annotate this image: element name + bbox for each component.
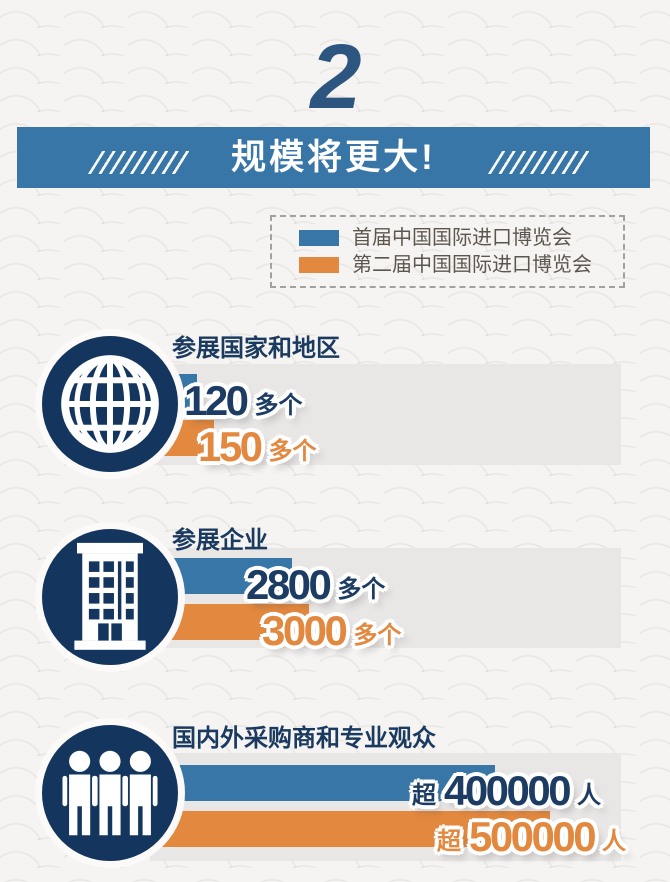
step-number: 2: [310, 26, 361, 128]
legend-swatch-orange: [299, 257, 339, 273]
section-title: 参展国家和地区: [172, 335, 340, 362]
value-prefix: 超: [412, 781, 436, 809]
value-number: 3000: [262, 607, 348, 654]
section-title: 参展企业: [172, 527, 268, 554]
value-unit: 多个: [337, 575, 386, 603]
hatch-stripes-icon: [87, 151, 195, 174]
globe-icon: [35, 329, 185, 479]
legend-label: 首届中国国际进口博览会: [352, 227, 572, 249]
value-label-second-expo: 150 多个: [198, 423, 317, 470]
legend-label: 第二届中国国际进口博览会: [352, 254, 592, 276]
bar-first-expo: [150, 765, 495, 801]
bar-second-expo: [128, 811, 550, 847]
value-unit: 人: [577, 781, 602, 809]
value-label-second-expo: 3000 多个: [262, 607, 402, 654]
value-label-first-expo: 超 400000 人: [412, 767, 602, 814]
value-prefix: 超: [437, 827, 461, 855]
value-label-first-expo: 2800 多个: [246, 561, 386, 608]
value-label-first-expo: 120 多个: [184, 377, 303, 424]
banner-title: 规模将更大!: [231, 138, 436, 177]
value-unit: 多个: [268, 437, 317, 465]
banner: 规模将更大!: [17, 127, 650, 188]
value-number: 2800: [246, 561, 332, 608]
value-unit: 多个: [254, 391, 303, 419]
legend-item-first-expo: 首届中国国际进口博览会: [299, 228, 623, 248]
legend: 首届中国国际进口博览会 第二届中国国际进口博览会: [270, 215, 625, 288]
chart-panel: [150, 364, 621, 465]
value-number: 150: [198, 423, 263, 470]
legend-swatch-blue: [299, 230, 339, 246]
value-number: 500000: [469, 813, 597, 860]
value-number: 120: [184, 377, 249, 424]
hatch-stripes-icon: [487, 151, 595, 174]
section-title: 国内外采购商和专业观众: [172, 725, 436, 752]
legend-item-second-expo: 第二届中国国际进口博览会: [299, 255, 623, 275]
value-label-second-expo: 超 500000 人: [437, 813, 627, 860]
people-icon: [35, 718, 185, 868]
value-unit: 人: [602, 827, 627, 855]
value-unit: 多个: [353, 621, 402, 649]
value-number: 400000: [444, 767, 572, 814]
building-icon: [35, 522, 185, 672]
